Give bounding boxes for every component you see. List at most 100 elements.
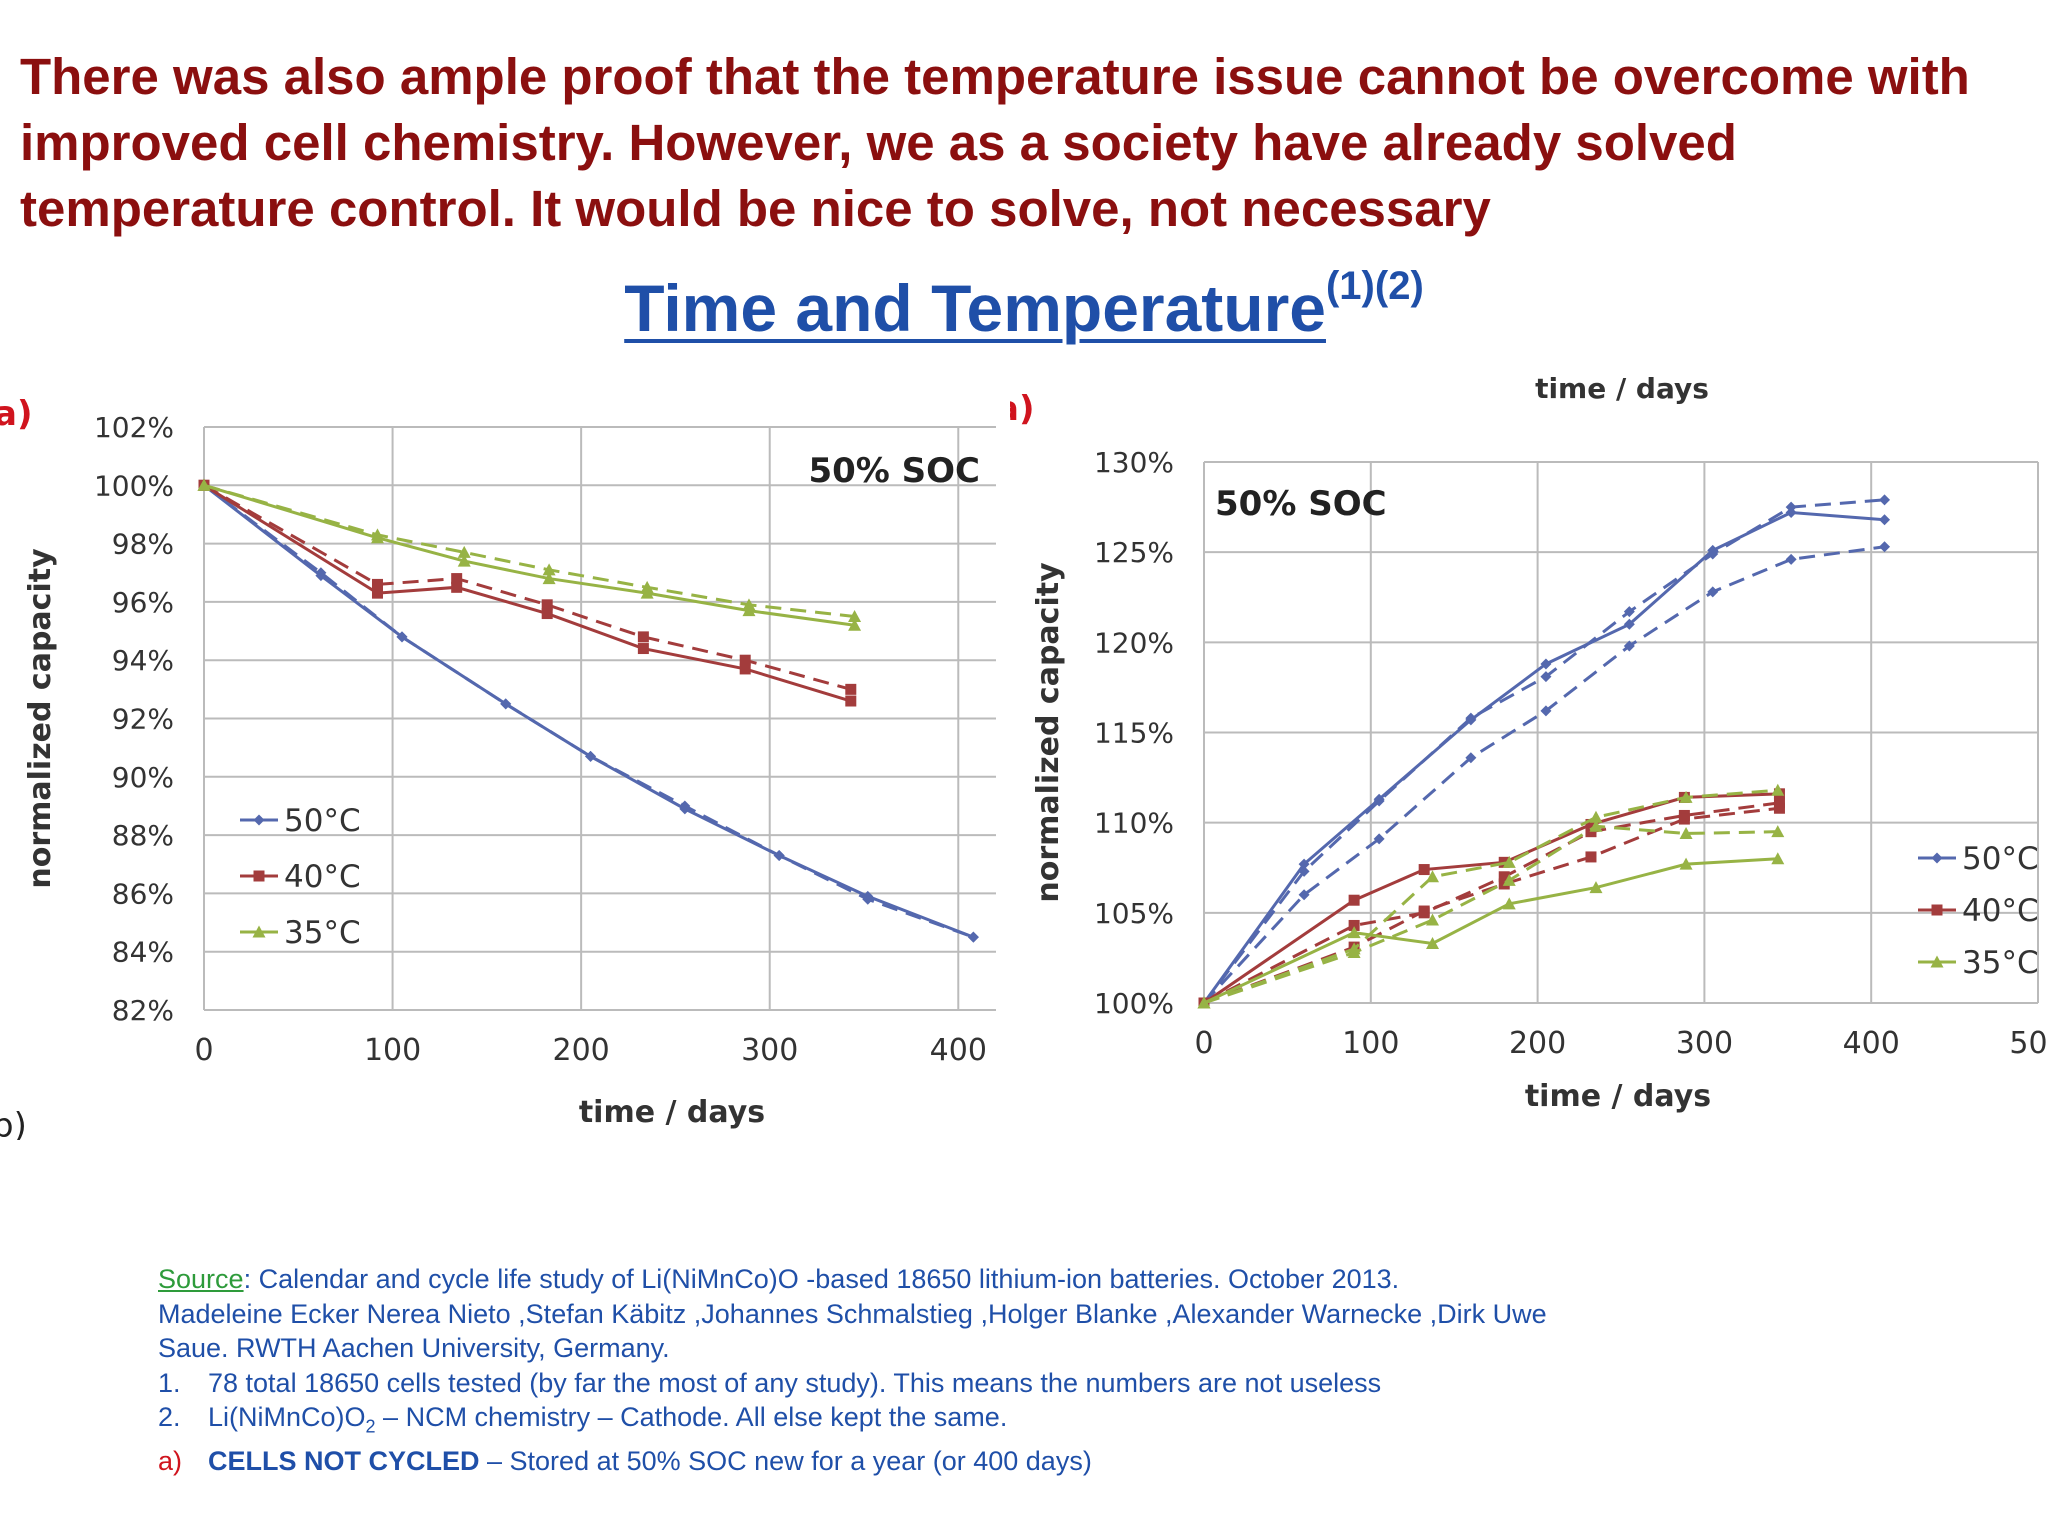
- source-block: Source: Calendar and cycle life study of…: [158, 1262, 1958, 1478]
- y-tick-label: 125%: [1094, 536, 1174, 569]
- data-point: [1589, 810, 1603, 823]
- y-tick-label: 90%: [112, 761, 174, 794]
- data-point: [370, 531, 384, 544]
- data-point: [1589, 819, 1603, 832]
- data-point: [1771, 783, 1785, 796]
- data-point: [1197, 996, 1211, 1009]
- legend-marker: [252, 925, 266, 938]
- data-point: [1347, 946, 1361, 959]
- series-line: [1203, 792, 1780, 1005]
- legend-marker: [1930, 955, 1944, 968]
- slide-title-superscript: (1)(2): [1325, 264, 1424, 308]
- data-point: [1623, 606, 1635, 618]
- data-point: [371, 587, 383, 599]
- data-point: [1373, 793, 1385, 805]
- data-point: [1502, 855, 1516, 868]
- x-tick-label: 200: [1509, 1026, 1566, 1061]
- series-line: [203, 484, 852, 703]
- footnote-a-label: a): [158, 1445, 183, 1476]
- data-point: [845, 695, 857, 707]
- panel-label: a): [1010, 389, 1034, 429]
- y-axis-label: normalized capacity: [23, 548, 58, 889]
- data-point: [1426, 913, 1440, 926]
- series-dashed-line: [1203, 806, 1780, 1005]
- x-tick-label: 400: [1843, 1026, 1900, 1061]
- y-tick-label: 94%: [112, 644, 174, 677]
- y-tick-label: 100%: [94, 469, 174, 502]
- x-axis-label: time / days: [1525, 1079, 1711, 1114]
- x-axis-label: time / days: [579, 1095, 765, 1130]
- source-citation: : Calendar and cycle life study of Li(Ni…: [243, 1264, 1400, 1294]
- y-axis-label: normalized capacity: [1031, 562, 1066, 903]
- data-point: [197, 478, 211, 491]
- series-line: [1203, 857, 1778, 1005]
- data-point: [1540, 658, 1552, 670]
- data-point: [457, 554, 471, 567]
- data-point: [1348, 919, 1360, 931]
- legend-marker: [253, 814, 265, 826]
- data-point: [1373, 833, 1385, 845]
- y-tick-label: 84%: [112, 936, 174, 969]
- footnote-2-number: 2.: [158, 1402, 181, 1432]
- footnote-1: 1. 78 total 18650 cells tested (by far th…: [158, 1366, 1958, 1401]
- top-axis-label: time / days: [1535, 372, 1709, 405]
- data-point: [1773, 802, 1785, 814]
- data-point: [371, 578, 383, 590]
- data-point: [1585, 818, 1597, 830]
- y-tick-label: 115%: [1094, 717, 1174, 750]
- data-point: [541, 599, 553, 611]
- x-tick-label: 200: [553, 1033, 610, 1068]
- legend-entry: 40°C: [284, 859, 361, 895]
- data-point: [1585, 851, 1597, 863]
- y-tick-label: 86%: [112, 877, 174, 910]
- data-point: [457, 545, 471, 558]
- data-point: [542, 563, 556, 576]
- x-tick-label: 0: [1194, 1026, 1213, 1061]
- source-link[interactable]: Source: [158, 1264, 244, 1294]
- data-point: [1540, 705, 1552, 717]
- legend-entry: 35°C: [1962, 945, 2039, 981]
- data-point: [1679, 826, 1693, 839]
- data-point: [1465, 714, 1477, 726]
- data-point: [1348, 894, 1360, 906]
- data-point: [451, 581, 463, 593]
- x-tick-label: 100: [364, 1033, 421, 1068]
- series-dashed-line: [203, 483, 855, 618]
- data-point: [1298, 858, 1310, 870]
- x-tick-label: 100: [1342, 1026, 1399, 1061]
- y-tick-label: 98%: [112, 528, 174, 561]
- data-point: [315, 570, 327, 582]
- data-point: [640, 586, 654, 599]
- series-line: [1202, 510, 1885, 1004]
- legend-marker: [1931, 904, 1943, 916]
- footnote-1-text: 78 total 18650 cells tested (by far the …: [208, 1367, 1382, 1398]
- data-point: [637, 631, 649, 643]
- y-tick-label: 110%: [1094, 807, 1174, 840]
- data-point: [1771, 852, 1785, 865]
- data-point: [500, 698, 512, 710]
- source-affiliation: Saue. RWTH Aachen University, Germany.: [158, 1333, 670, 1363]
- data-point: [1707, 586, 1719, 598]
- legend-marker: [1931, 852, 1943, 864]
- y-tick-label: 88%: [112, 819, 174, 852]
- data-point: [1426, 870, 1440, 883]
- y-tick-label: 100%: [1094, 987, 1174, 1020]
- x-tick-label: 500: [2009, 1026, 2048, 1061]
- panel-label: a): [0, 394, 32, 434]
- data-point: [848, 609, 862, 622]
- data-point: [845, 683, 857, 695]
- y-tick-label: 92%: [112, 703, 174, 736]
- chart-left: 82% 84% 86% 88% 90% 92% 94% 96% 98% 100% 102% 0 100 2…: [0, 394, 996, 1140]
- data-point: [1498, 871, 1510, 883]
- data-point: [541, 608, 553, 620]
- data-point: [1623, 640, 1635, 652]
- x-tick-label: 300: [741, 1033, 798, 1068]
- data-point: [1679, 790, 1693, 803]
- data-point: [1347, 926, 1361, 939]
- y-tick-label: 130%: [1094, 446, 1174, 479]
- data-point: [1418, 864, 1430, 876]
- legend-entry: 50°C: [1962, 841, 2039, 877]
- x-tick-label: 0: [194, 1033, 213, 1068]
- data-point: [739, 663, 751, 675]
- data-point: [1679, 857, 1693, 870]
